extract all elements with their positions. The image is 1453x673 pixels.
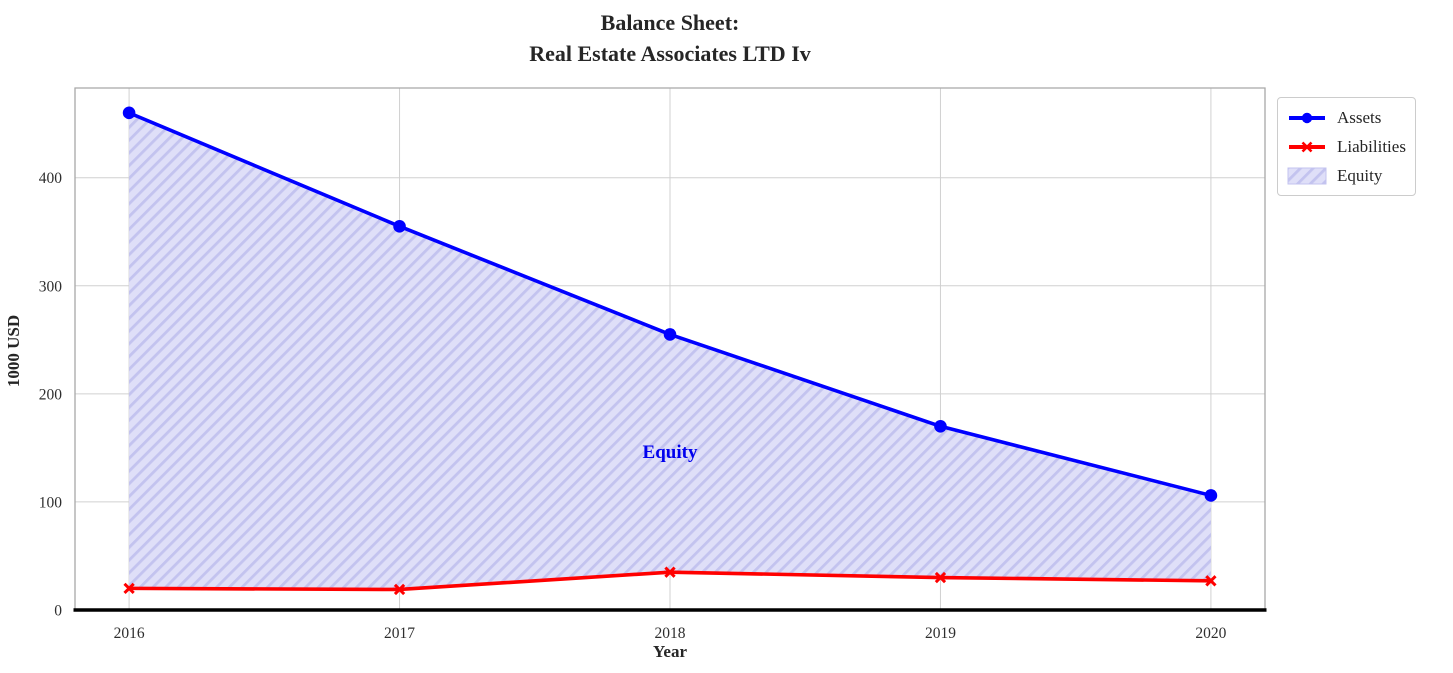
- legend-label-liabilities: Liabilities: [1337, 136, 1406, 156]
- legend-item-assets: Assets: [1287, 105, 1406, 130]
- assets-line-sample-icon: [1289, 112, 1325, 123]
- x-axis-label: Year: [653, 642, 687, 661]
- liabilities-marker: [123, 582, 135, 595]
- legend-item-equity: Equity: [1287, 163, 1406, 188]
- liabilities-marker: [393, 583, 406, 596]
- liabilities-marker: [664, 566, 676, 578]
- liabilities-marker: [934, 571, 947, 584]
- assets-marker: [393, 220, 406, 233]
- assets-marker: [663, 328, 677, 341]
- liabilities-marker: [1205, 575, 1217, 587]
- y-tick-label: 0: [54, 603, 62, 620]
- legend-label-assets: Assets: [1337, 107, 1382, 127]
- y-axis-label: 1000 USD: [4, 314, 23, 388]
- y-tick-label: 300: [39, 278, 63, 295]
- equity-patch-sample-icon: [1287, 167, 1327, 184]
- assets-marker: [934, 419, 947, 433]
- liabilities-line-sample-icon: [1289, 141, 1325, 152]
- x-tick-label: 2017: [384, 625, 415, 642]
- assets-marker: [122, 106, 136, 120]
- x-tick-label: 2018: [655, 625, 686, 642]
- x-tick-label: 2016: [114, 625, 145, 642]
- x-tick-label: 2019: [925, 625, 956, 642]
- equity-annotation: Equity: [642, 442, 698, 464]
- legend: Assets Liabilities Equity: [1277, 97, 1416, 196]
- axes-spines: [74, 87, 1266, 610]
- legend-label-equity: Equity: [1337, 165, 1383, 185]
- y-tick-label: 200: [39, 386, 63, 403]
- y-tick-label: 100: [39, 494, 63, 511]
- legend-item-liabilities: Liabilities: [1287, 134, 1406, 159]
- chart-title: Balance Sheet: Real Estate Associates LT…: [529, 10, 811, 66]
- x-tick-label: 2020: [1195, 625, 1226, 642]
- assets-marker: [1204, 489, 1218, 502]
- y-tick-label: 400: [39, 170, 63, 187]
